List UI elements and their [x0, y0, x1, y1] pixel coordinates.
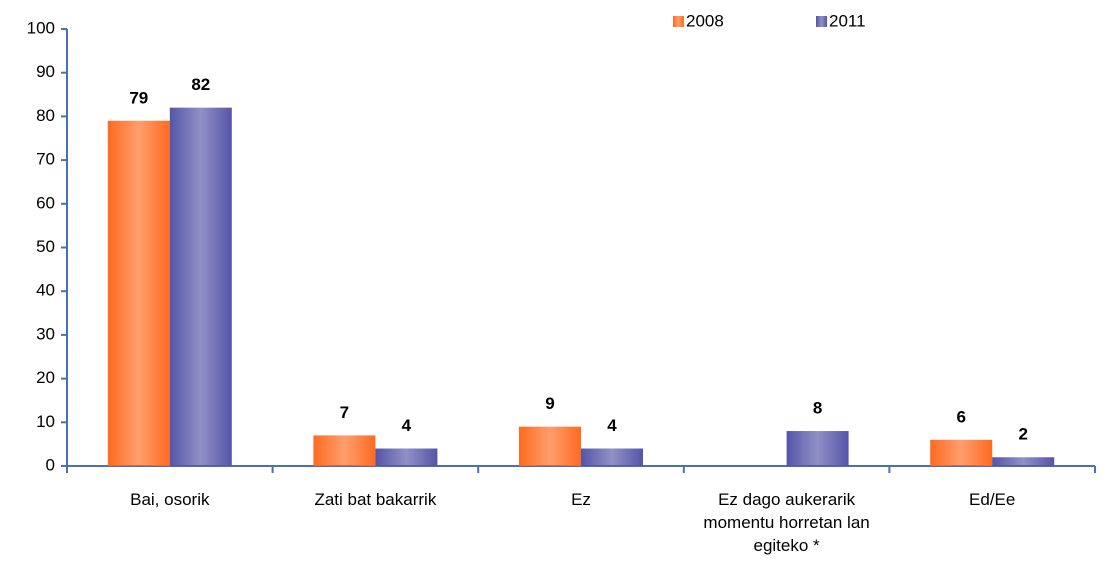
y-tick-label: 20 [36, 368, 55, 387]
data-label: 79 [129, 88, 148, 107]
legend-label: 2008 [686, 11, 724, 30]
x-tick-label: Ez dago aukerarik momentu horretan lan e… [703, 490, 870, 555]
data-label: 7 [340, 403, 349, 422]
data-label: 4 [402, 416, 412, 435]
bar [313, 435, 376, 466]
y-tick-label: 50 [36, 237, 55, 256]
bar [169, 107, 232, 466]
y-tick-label: 60 [36, 193, 55, 212]
y-tick-label: 90 [36, 62, 55, 81]
data-label: 9 [545, 394, 554, 413]
x-tick-label: Bai, osorik [130, 490, 210, 509]
legend-swatch [673, 16, 684, 27]
bar [786, 431, 849, 466]
data-label: 4 [607, 416, 617, 435]
bar [107, 120, 170, 467]
x-tick-label: Ed/Ee [969, 490, 1016, 509]
data-label: 8 [813, 399, 822, 418]
y-tick-label: 0 [46, 455, 55, 474]
legend-swatch [816, 16, 827, 27]
y-tick-label: 40 [36, 281, 55, 300]
bar [992, 457, 1055, 466]
bar [930, 439, 993, 466]
x-tick-label: Zati bat bakarrik [314, 490, 437, 509]
y-tick-label: 10 [36, 412, 55, 431]
bar [581, 448, 643, 466]
legend-label: 2011 [829, 11, 866, 30]
y-tick-label: 80 [36, 106, 55, 125]
y-tick-label: 30 [36, 324, 55, 343]
x-tick-label: Ez [571, 490, 591, 509]
y-tick-label: 100 [27, 18, 55, 37]
data-label: 82 [191, 75, 210, 94]
data-label: 6 [956, 407, 965, 426]
data-label: 2 [1018, 425, 1027, 444]
bar [519, 426, 581, 466]
y-tick-label: 70 [36, 150, 55, 169]
bar [375, 448, 438, 466]
